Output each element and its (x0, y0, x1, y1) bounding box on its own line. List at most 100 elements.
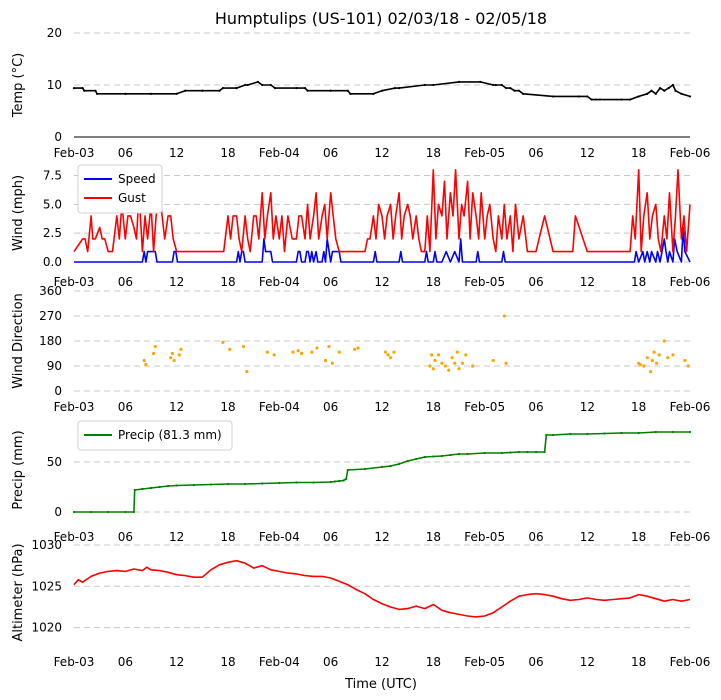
x-tick-label-temp-9: 06 (528, 146, 543, 160)
marker-precip-47 (586, 432, 589, 436)
marker-temp-1 (81, 87, 84, 90)
marker-temp-34 (494, 83, 497, 87)
line-wind-speed (74, 226, 691, 263)
y-tick-label-temp-2: 20 (47, 26, 62, 40)
marker-precip-50 (637, 431, 640, 435)
point-direction-12 (245, 369, 249, 374)
marker-precip-44 (545, 433, 548, 437)
marker-precip-41 (526, 450, 529, 454)
legend-box-precip (77, 420, 233, 451)
marker-precip-39 (509, 451, 512, 454)
x-tick-label-altimeter-12: Feb-06 (670, 655, 711, 669)
marker-temp-21 (306, 89, 309, 92)
point-direction-28 (388, 356, 393, 360)
marker-temp-33 (492, 83, 495, 87)
y-tick-label-direction-0: 0 (54, 384, 62, 398)
marker-temp-17 (269, 83, 272, 87)
x-tick-label-direction-7: 18 (426, 400, 441, 414)
line-temp-temp (74, 81, 691, 101)
panel-temp: 0 10 20 Temp (°C) Feb-03 06 12 18 Feb-04 06 12 18 Fe… (11, 26, 710, 160)
marker-temp-27 (393, 87, 396, 90)
point-direction-11 (241, 344, 245, 349)
marker-temp-2 (83, 89, 86, 92)
marker-temp-30 (432, 83, 435, 87)
marker-precip-11 (192, 483, 195, 487)
x-tick-label-direction-3: 18 (220, 400, 235, 414)
legend-label-precip-0: Precip (81.3 mm) (118, 428, 222, 442)
x-tick-label-wind-7: 18 (426, 275, 441, 289)
marker-precip-5 (133, 488, 136, 492)
x-tick-label-precip-1: 06 (118, 530, 133, 544)
line-altimeter-altimeter (73, 559, 691, 618)
point-direction-5 (170, 351, 174, 356)
point-direction-19 (315, 346, 319, 350)
marker-temp-39 (517, 89, 520, 92)
marker-temp-45 (594, 98, 597, 101)
point-direction-7 (177, 353, 181, 357)
marker-precip-2 (107, 510, 110, 514)
marker-precip-36 (466, 452, 469, 456)
marker-temp-46 (599, 98, 602, 101)
marker-temp-11 (221, 87, 224, 90)
legend-label-wind-1: Gust (118, 191, 146, 205)
marker-temp-15 (256, 80, 260, 83)
marker-temp-13 (244, 83, 247, 87)
marker-temp-28 (398, 87, 401, 90)
marker-temp-29 (423, 83, 426, 87)
x-tick-label-wind-8: Feb-05 (464, 275, 505, 289)
x-tick-label-direction-1: 06 (118, 400, 133, 414)
marker-temp-53 (658, 87, 662, 90)
point-direction-49 (638, 363, 642, 367)
x-tick-label-precip-2: 12 (169, 530, 184, 544)
x-tick-label-precip-7: 18 (426, 530, 441, 544)
x-tick-label-altimeter-0: Feb-03 (54, 655, 95, 669)
point-direction-15 (291, 350, 295, 354)
marker-precip-6 (141, 487, 144, 491)
marker-precip-30 (415, 457, 418, 461)
point-direction-26 (383, 350, 388, 354)
marker-precip-13 (226, 482, 230, 486)
point-direction-37 (447, 368, 451, 372)
x-tick-label-precip-8: Feb-05 (464, 530, 505, 544)
x-tick-label-wind-0: Feb-03 (54, 275, 95, 289)
point-direction-3 (153, 344, 157, 349)
marker-precip-26 (380, 465, 384, 469)
x-tick-label-precip-11: 18 (631, 530, 646, 544)
marker-precip-35 (457, 452, 461, 456)
point-direction-51 (645, 356, 649, 360)
x-tick-label-altimeter-4: Feb-04 (259, 655, 300, 669)
marker-precip-33 (440, 454, 443, 458)
marker-precip-23 (344, 477, 348, 481)
marker-precip-0 (72, 510, 76, 514)
marker-temp-47 (620, 98, 623, 101)
marker-temp-51 (650, 89, 653, 92)
x-tick-label-altimeter-9: 06 (528, 655, 543, 669)
marker-temp-59 (688, 95, 692, 98)
point-direction-33 (433, 358, 437, 363)
marker-precip-19 (329, 480, 332, 484)
marker-temp-52 (654, 92, 657, 95)
marker-temp-24 (349, 92, 352, 95)
marker-precip-18 (312, 481, 315, 484)
chart-title: Humptulips (US-101) 02/03/18 - 02/05/18 (215, 9, 547, 28)
x-tick-label-temp-8: Feb-05 (464, 146, 505, 160)
point-direction-36 (443, 364, 447, 368)
x-tick-label-wind-5: 06 (323, 275, 338, 289)
x-tick-label-direction-2: 12 (169, 400, 184, 414)
x-tick-label-temp-4: Feb-04 (259, 146, 300, 160)
marker-precip-20 (333, 480, 337, 483)
marker-precip-34 (449, 453, 452, 457)
x-tick-label-precip-10: 12 (580, 530, 595, 544)
panel-wind: 0.0 2.5 5.0 7.5 Wind (mph) Feb-03 06 12 18 Feb-04… (11, 164, 710, 289)
marker-temp-56 (671, 83, 674, 87)
marker-temp-49 (637, 95, 640, 98)
point-direction-59 (671, 353, 675, 357)
x-tick-label-temp-7: 18 (426, 146, 441, 160)
marker-precip-22 (342, 479, 345, 482)
marker-temp-55 (667, 87, 670, 90)
marker-precip-24 (346, 468, 349, 472)
marker-temp-18 (273, 87, 277, 90)
x-tick-label-precip-6: 12 (374, 530, 389, 544)
point-direction-55 (655, 361, 659, 365)
y-axis-label-temp: Temp (°C) (11, 53, 26, 119)
